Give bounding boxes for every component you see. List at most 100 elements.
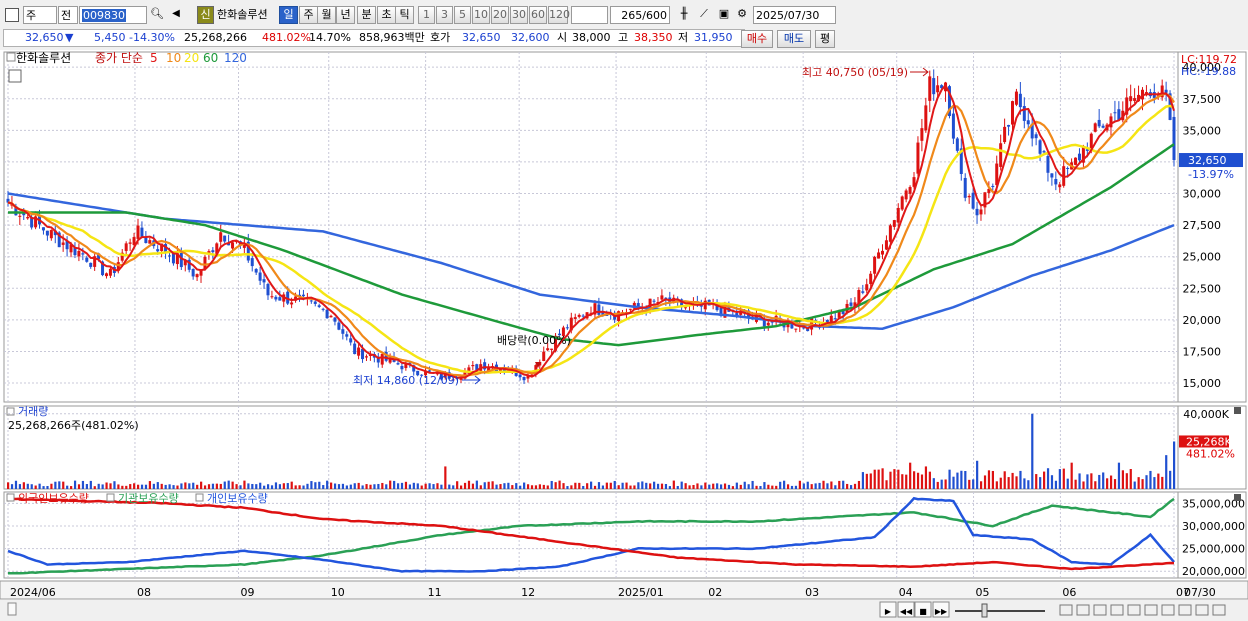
sell-button[interactable]: 매도: [777, 30, 811, 48]
period-button-5[interactable]: 초: [377, 6, 396, 24]
date-input[interactable]: 2025/07/30: [753, 6, 836, 24]
zoom-in-icon[interactable]: [1212, 604, 1226, 616]
volume-bar: [952, 476, 955, 489]
tool-e-icon[interactable]: [1127, 604, 1141, 616]
line-tool-icon[interactable]: ⟋: [700, 7, 708, 20]
candle-body: [904, 190, 908, 200]
interval-button-0[interactable]: 1: [418, 6, 435, 24]
candle-body: [65, 240, 69, 250]
volume-bar: [877, 469, 880, 489]
interval-button-7[interactable]: 120: [548, 6, 570, 24]
window-icon[interactable]: [5, 8, 19, 22]
candle-body: [743, 310, 747, 314]
period-button-3[interactable]: 년: [336, 6, 355, 24]
candle-body: [790, 321, 794, 329]
gear-icon[interactable]: ⚙: [737, 7, 747, 20]
volume-bar: [570, 485, 573, 489]
volume-bar: [1106, 478, 1109, 489]
interval-button-6[interactable]: 60: [529, 6, 547, 24]
interval-button-2[interactable]: 5: [454, 6, 471, 24]
volume-bar: [846, 483, 849, 489]
candle-body: [183, 260, 187, 266]
volume-bar: [1027, 480, 1030, 489]
scroll-button-3[interactable]: [932, 601, 950, 618]
period-button-6[interactable]: 틱: [395, 6, 414, 24]
period-button-4[interactable]: 분: [357, 6, 376, 24]
stock-name[interactable]: 한화솔루션: [217, 8, 268, 21]
tool-g-icon[interactable]: [1161, 604, 1175, 616]
average-button[interactable]: 평: [815, 30, 835, 48]
market-select[interactable]: 전: [58, 6, 78, 24]
candle-body: [254, 269, 258, 273]
volume-bar: [680, 481, 683, 489]
scroll-left-button[interactable]: [7, 602, 17, 616]
save-icon[interactable]: ▣: [718, 7, 730, 20]
period-button-1[interactable]: 주: [299, 6, 318, 24]
candle-body: [1113, 112, 1117, 114]
legend-ma-10: 10: [166, 51, 181, 65]
volume-bar: [1145, 475, 1148, 489]
volume-bar: [893, 469, 896, 489]
zoom-slider-handle[interactable]: [981, 603, 988, 618]
volume-bar: [349, 484, 352, 489]
interval-button-4[interactable]: 20: [491, 6, 509, 24]
candle-body: [987, 188, 991, 193]
x-tick-label: 10: [331, 586, 345, 599]
interval-button-1[interactable]: 3: [436, 6, 453, 24]
candle-body: [951, 113, 955, 139]
tool-f-icon[interactable]: [1144, 604, 1158, 616]
scroll-button-1[interactable]: [897, 601, 915, 618]
volume-bar: [932, 478, 935, 489]
tool-c-icon[interactable]: [1093, 604, 1107, 616]
candle-body: [936, 85, 940, 93]
candle-body: [258, 272, 262, 281]
volume-bar: [290, 481, 293, 489]
new-badge[interactable]: 신: [197, 6, 214, 24]
candle-body: [427, 370, 431, 372]
zoom-out-icon[interactable]: [1195, 604, 1209, 616]
candle-body: [171, 253, 175, 264]
volume-bar: [385, 484, 388, 489]
volume-bar: [251, 483, 254, 489]
volume-bar: [467, 480, 471, 489]
legend-price-label: 종가 단순: [95, 51, 143, 65]
candle-body: [53, 230, 57, 236]
tool-h-icon[interactable]: [1178, 604, 1192, 616]
candle-type-icon[interactable]: ╫: [680, 7, 688, 20]
interval-button-5[interactable]: 30: [510, 6, 528, 24]
candle-body: [451, 379, 455, 381]
volume-bar: [515, 483, 518, 489]
candle-body: [995, 163, 999, 186]
stock-code-input[interactable]: 009830: [79, 6, 147, 24]
volume-bar: [46, 486, 49, 489]
candle-body: [459, 378, 463, 380]
buy-button[interactable]: 매수: [741, 30, 773, 48]
interval-custom-select[interactable]: [571, 6, 608, 24]
period-button-2[interactable]: 월: [317, 6, 336, 24]
tool-b-icon[interactable]: [1076, 604, 1090, 616]
stock-chart[interactable]: 40,00037,50035,00032,50030,00027,50025,0…: [0, 50, 1248, 621]
volume-bar: [708, 484, 711, 489]
candle-body: [376, 356, 380, 363]
volume-bar: [834, 485, 837, 489]
volume-bar: [314, 482, 317, 489]
candle-body: [873, 256, 877, 274]
volume-close-icon: [1234, 407, 1241, 414]
candle-body: [313, 301, 317, 304]
tool-d-icon[interactable]: [1110, 604, 1124, 616]
candle-body: [443, 372, 447, 378]
candle-body: [928, 76, 932, 101]
count-input[interactable]: 265/600: [610, 6, 670, 24]
period-button-0[interactable]: 일: [279, 6, 298, 24]
scroll-button-2[interactable]: [914, 601, 932, 618]
speaker-icon[interactable]: ◀: [172, 8, 180, 19]
candle-body: [108, 268, 112, 276]
search-icon[interactable]: 🔍︎: [150, 7, 164, 20]
interval-button-3[interactable]: 10: [472, 6, 490, 24]
tool-a-icon[interactable]: [1059, 604, 1073, 616]
scroll-button-0[interactable]: [879, 601, 897, 618]
holdings-legend-1: 기관보유수량: [118, 492, 179, 505]
candle-body: [223, 235, 227, 242]
candle-body: [971, 192, 975, 209]
period-type-select[interactable]: 주: [23, 6, 57, 24]
